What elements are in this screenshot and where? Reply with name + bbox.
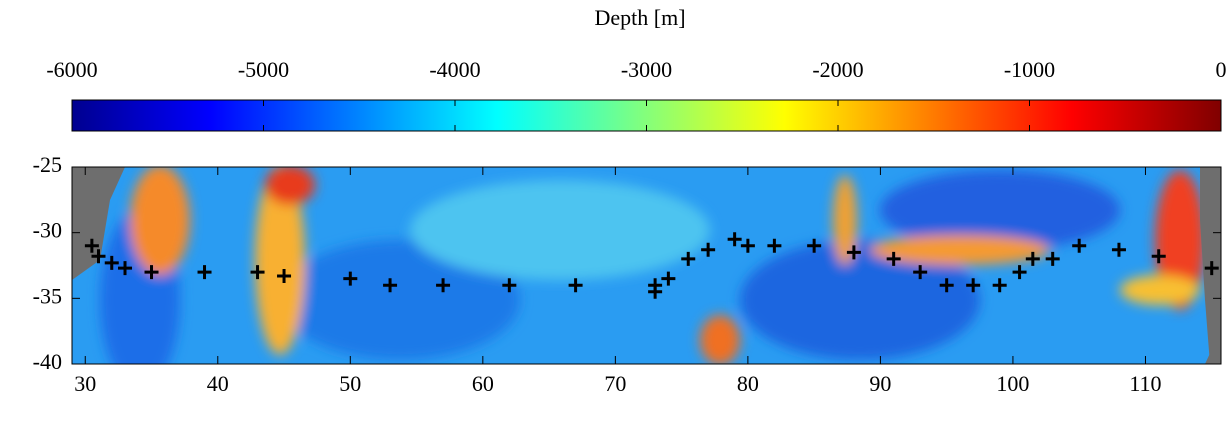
track-point [939,278,954,293]
track-point [197,265,212,280]
track-point [740,238,755,253]
colorbar-tick-label: -3000 [621,57,672,82]
x-tick-label: 30 [74,371,96,396]
x-tick-label: 90 [869,371,891,396]
track-point [992,278,1007,293]
y-tick-label: -25 [33,152,62,177]
track-point [91,249,106,264]
y-tick-label: -40 [33,349,62,374]
track-point [886,251,901,266]
colorbar-tick-label: 0 [1216,57,1227,82]
track-point [502,278,517,293]
map-frame [71,166,1222,365]
track-point [701,242,716,257]
colorbar-tick-label: -2000 [812,57,863,82]
track-point [1072,238,1087,253]
track-point [1204,261,1219,276]
track-point [568,278,583,293]
track-point [1045,251,1060,266]
track-point [104,255,119,270]
track-point [846,245,861,260]
colorbar-tick-label: -1000 [1004,57,1055,82]
track-point [1151,249,1166,264]
track-point [1025,251,1040,266]
track-point [343,271,358,286]
track-point [383,278,398,293]
track-point [144,265,159,280]
track-point [84,238,99,253]
track [84,232,1219,299]
x-tick-label: 110 [1129,371,1161,396]
track-point [1012,265,1027,280]
track-point [727,232,742,247]
track-point [277,269,292,284]
y-tick-label: -35 [33,283,62,308]
track-point [1111,242,1126,257]
colorbar-tick-label: -6000 [46,57,97,82]
track-point [118,261,133,276]
x-tick-label: 40 [207,371,229,396]
track-point [767,238,782,253]
track-point [436,278,451,293]
track-point [966,278,981,293]
x-tick-label: 100 [996,371,1029,396]
x-tick-label: 60 [472,371,494,396]
track-point [648,284,663,299]
track-point [661,271,676,286]
colorbar-title: Depth [m] [594,5,685,30]
track-point [807,238,822,253]
track-point [250,265,265,280]
colorbar-tick-label: -5000 [238,57,289,82]
colorbar-tick-label: -4000 [429,57,480,82]
bathymetry [72,167,1221,364]
x-tick-label: 70 [604,371,626,396]
x-tick-label: 50 [339,371,361,396]
x-tick-label: 80 [737,371,759,396]
track-point [681,251,696,266]
track-point [913,265,928,280]
y-tick-label: -30 [33,218,62,243]
